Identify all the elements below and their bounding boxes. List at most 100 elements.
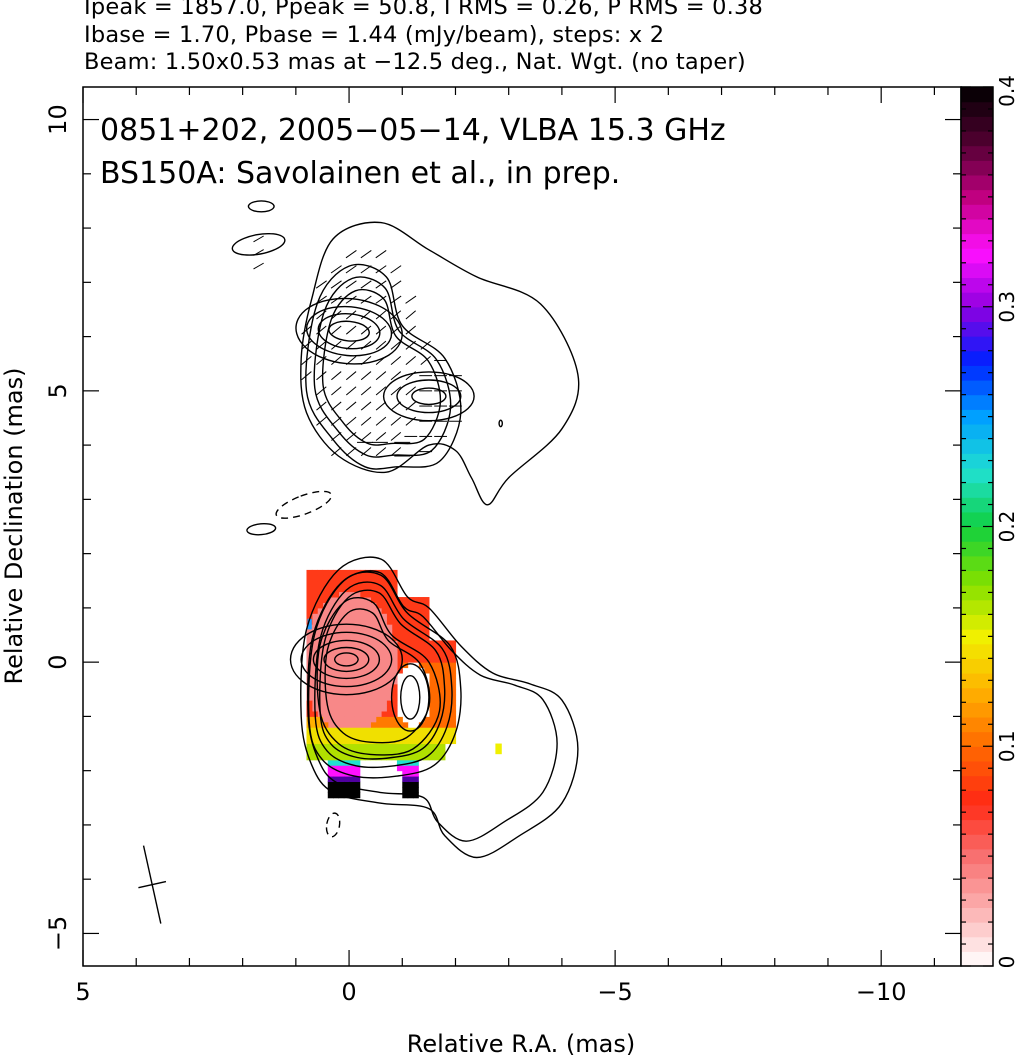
intensity-contour xyxy=(325,812,341,838)
polarization-pixel xyxy=(365,738,371,745)
polarization-pixel xyxy=(333,754,340,761)
colorbar-band xyxy=(961,160,993,176)
polarization-pixel xyxy=(418,705,425,712)
colorbar-band xyxy=(961,731,993,747)
polarization-pixel xyxy=(423,607,430,614)
polarization-pixel xyxy=(349,624,355,631)
polarization-pixel xyxy=(311,645,318,652)
intensity-contour xyxy=(411,387,447,406)
polarization-pixel xyxy=(407,624,414,631)
polarization-pixel xyxy=(370,607,377,614)
intensity-contour xyxy=(324,608,431,744)
polarization-pixel xyxy=(349,776,355,783)
polarization-pixel xyxy=(327,705,334,712)
polarization-pixel xyxy=(423,667,430,674)
polarization-pixel xyxy=(354,607,361,614)
polarization-pixel xyxy=(343,580,350,587)
polarization-pixel xyxy=(359,667,366,674)
polarization-pixel xyxy=(343,678,350,685)
polarization-pixel xyxy=(407,694,414,701)
polarization-pixel xyxy=(407,683,414,690)
polarization-pixel xyxy=(439,689,446,696)
polarization-pixel xyxy=(407,743,414,750)
polarization-pixel xyxy=(450,694,457,701)
polarization-pixel xyxy=(359,754,366,761)
polarization-pixel xyxy=(380,651,387,658)
polarization-pixel xyxy=(444,705,451,712)
polarization-pixel xyxy=(450,710,457,717)
polarization-pixel xyxy=(359,748,366,755)
polarization-pixel xyxy=(333,656,340,663)
polarization-pixel xyxy=(412,645,419,652)
polarization-pixel xyxy=(439,640,446,647)
polarization-pixel xyxy=(428,673,435,679)
evpa-stick xyxy=(405,416,416,426)
polarization-pixel xyxy=(327,781,334,788)
polarization-pixel xyxy=(375,602,382,609)
colorbar-tick-label: 0 xyxy=(995,956,1019,969)
polarization-pixel xyxy=(444,694,451,701)
evpa-stick xyxy=(360,447,372,457)
polarization-pixel xyxy=(365,575,371,582)
polarization-pixel xyxy=(327,754,334,761)
polarization-pixel xyxy=(450,727,457,734)
evpa-stick xyxy=(331,355,342,365)
polarization-pixel xyxy=(418,678,425,685)
polarization-pixel xyxy=(450,667,457,674)
header-line-2: Ibase = 1.70, Pbase = 1.44 (mJy/beam), s… xyxy=(84,22,665,48)
polarization-pixel xyxy=(375,667,382,674)
polarization-pixel xyxy=(338,754,345,761)
polarization-pixel xyxy=(354,765,361,772)
polarization-pixel xyxy=(354,651,361,658)
evpa-stick xyxy=(345,250,357,259)
evpa-stick xyxy=(331,401,342,411)
polarization-pixel xyxy=(402,732,409,739)
polarization-pixel xyxy=(343,716,350,723)
evpa-stick xyxy=(405,386,416,396)
colorbar-band xyxy=(961,350,993,366)
polarization-pixel xyxy=(444,673,451,679)
polarization-pixel xyxy=(306,645,313,652)
polarization-pixel xyxy=(412,613,419,620)
polarization-pixel xyxy=(354,597,361,603)
polarization-pixel xyxy=(333,673,340,679)
polarization-pixel xyxy=(370,580,377,587)
polarization-pixel xyxy=(333,689,340,696)
polarization-pixel xyxy=(370,673,377,679)
polarization-pixel xyxy=(322,748,329,755)
polarization-pixel xyxy=(354,635,361,641)
polarization-pixel xyxy=(386,569,393,576)
polarization-pixel xyxy=(338,738,345,745)
polarization-pixel xyxy=(370,721,377,728)
polarization-pixel xyxy=(391,716,398,723)
evpa-stick xyxy=(301,325,312,335)
evpa-stick xyxy=(301,340,312,350)
polarization-pixel xyxy=(349,781,355,788)
evpa-stick xyxy=(390,447,402,457)
polarization-pixel xyxy=(306,705,313,712)
polarization-pixel xyxy=(391,645,398,652)
polarization-pixel xyxy=(428,667,435,674)
evpa-stick xyxy=(390,325,402,335)
polarization-pixel xyxy=(450,645,457,652)
polarization-pixel xyxy=(322,754,329,761)
polarization-pixel xyxy=(306,613,313,620)
polarization-pixel xyxy=(333,792,340,799)
polarization-pixel xyxy=(343,738,350,745)
polarization-pixel xyxy=(444,651,451,658)
polarization-pixel xyxy=(412,786,419,793)
polarization-pixel xyxy=(407,678,414,685)
polarization-pixel xyxy=(412,689,419,696)
colorbar-band xyxy=(961,277,993,293)
x-tick-label: −10 xyxy=(856,978,907,1006)
polarization-pixel xyxy=(380,575,387,582)
intensity-contour xyxy=(231,232,286,256)
evpa-stick xyxy=(331,447,342,457)
polarization-pixel xyxy=(311,586,318,593)
polarization-pixel xyxy=(375,732,382,739)
intensity-contour xyxy=(498,419,504,428)
polarization-pixel xyxy=(365,705,371,712)
polarization-pixel xyxy=(396,689,403,696)
polarization-pixel xyxy=(402,640,409,647)
evpa-stick xyxy=(345,265,357,274)
